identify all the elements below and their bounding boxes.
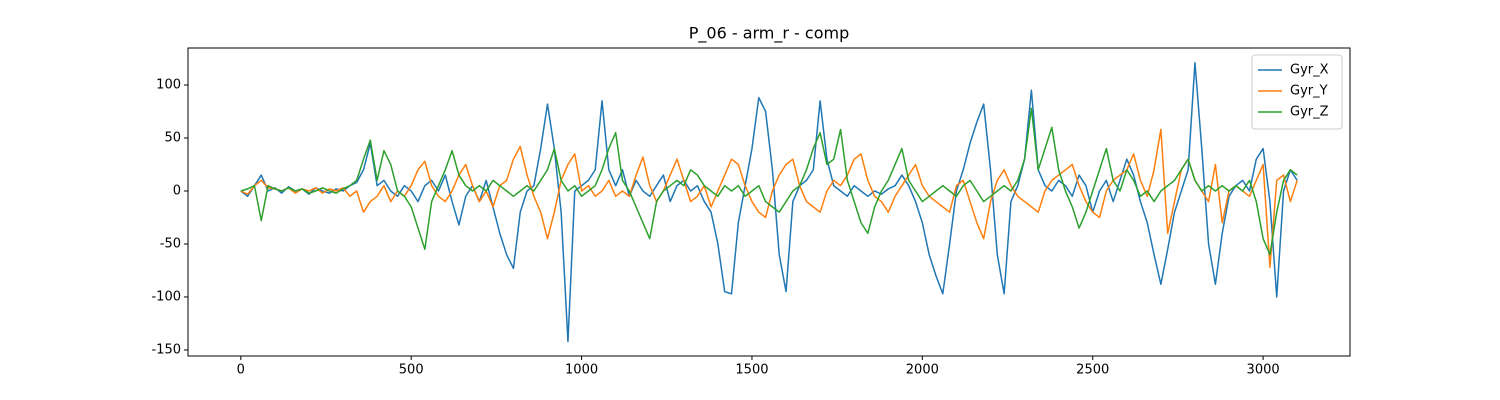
- axes-frame: [187, 47, 1351, 357]
- x-tick-label: 0: [237, 363, 245, 378]
- y-tick-label: 50: [164, 130, 181, 145]
- x-tick-label: 500: [399, 363, 424, 378]
- x-tick-label: 1500: [735, 363, 768, 378]
- x-tick-label: 2500: [1076, 363, 1109, 378]
- data-line: [240, 107, 1298, 256]
- x-tick-label: 3000: [1247, 363, 1280, 378]
- legend-label: Gyr_X: [1290, 63, 1329, 78]
- data-line: [240, 61, 1298, 343]
- x-tick-label: 2000: [906, 363, 939, 378]
- chart-title: P_06 - arm_r - comp: [689, 24, 850, 44]
- y-tick-label: -50: [160, 236, 181, 251]
- x-tick-label: 1000: [565, 363, 598, 378]
- y-tick-label: -100: [151, 289, 181, 304]
- legend-box: [1251, 54, 1343, 130]
- legend-label: Gyr_Z: [1290, 105, 1329, 120]
- y-tick-label: 100: [156, 77, 181, 92]
- y-tick-label: -150: [151, 342, 181, 357]
- legend-label: Gyr_Y: [1290, 84, 1328, 99]
- y-tick-label: 0: [173, 183, 181, 198]
- plot-area: [240, 61, 1298, 343]
